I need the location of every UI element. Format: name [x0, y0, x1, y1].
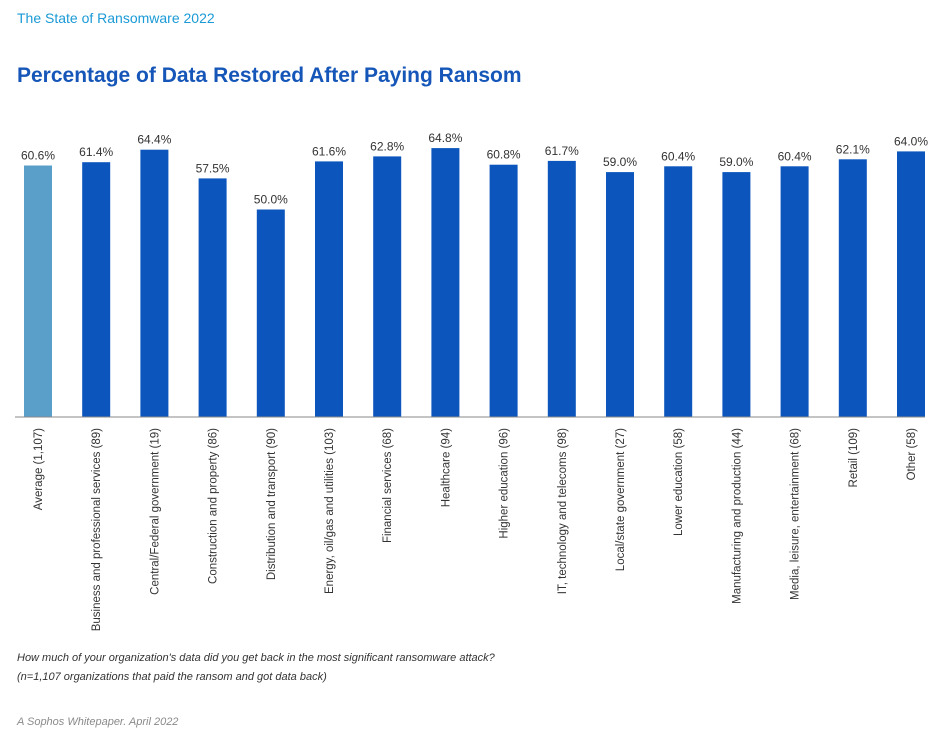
category-label: Average (1,107)	[33, 428, 45, 510]
category-label: IT, technology and telecoms (98)	[557, 428, 569, 594]
bar-9	[547, 160, 576, 417]
value-label: 57.5%	[196, 161, 230, 175]
category-label: Healthcare (94)	[440, 428, 452, 507]
value-label: 60.4%	[778, 149, 812, 163]
value-label: 62.8%	[370, 139, 404, 153]
category-label: Other (58)	[906, 428, 918, 481]
bar-15	[897, 151, 925, 417]
category-label: Energy, oil/gas and utilities (103)	[324, 428, 336, 594]
value-label: 64.8%	[428, 131, 462, 145]
value-label: 60.6%	[21, 149, 55, 163]
category-label: Manufacturing and production (44)	[731, 428, 743, 604]
category-label: Local/state government (27)	[615, 428, 627, 571]
bar-3	[198, 178, 227, 417]
category-label: Media, leisure, entertainment (68)	[790, 428, 802, 600]
bar-6	[373, 156, 402, 417]
bar-14	[838, 159, 867, 418]
bar-5	[315, 161, 343, 417]
bar-2	[140, 149, 169, 417]
value-label: 59.0%	[719, 155, 753, 169]
bar-4	[256, 209, 285, 417]
bars-layer	[24, 148, 925, 418]
category-label: Financial services (68)	[382, 428, 394, 543]
category-label: Business and professional services (89)	[91, 428, 103, 631]
value-labels-layer: 60.6% 61.4% 64.4% 57.5% 50.0% 61.6% 62.8% 64.8%…	[21, 131, 928, 206]
chart-title: Percentage of Data Restored After Paying…	[17, 64, 522, 87]
value-label: 61.6%	[312, 144, 346, 158]
bar-13	[780, 166, 809, 417]
bar-11	[664, 166, 693, 417]
sample-note: (n=1,107 organizations that paid the ran…	[17, 671, 327, 683]
bar-10	[606, 172, 634, 417]
value-label: 64.4%	[137, 133, 171, 147]
value-label: 50.0%	[254, 193, 288, 207]
report-header: The State of Ransomware 2022	[17, 10, 215, 26]
category-label: Lower education (58)	[673, 428, 685, 536]
value-label: 61.4%	[79, 145, 113, 159]
value-label: 62.1%	[836, 142, 870, 156]
category-label: Central/Federal government (19)	[149, 428, 161, 595]
bar-7	[431, 148, 460, 417]
bar-12	[722, 172, 751, 417]
value-label: 60.8%	[487, 148, 521, 162]
value-label: 64.0%	[894, 134, 928, 148]
category-label: Higher education (96)	[499, 428, 511, 539]
value-label: 60.4%	[661, 149, 695, 163]
bar-8	[489, 164, 518, 417]
category-label: Construction and property (86)	[208, 428, 220, 584]
value-label: 61.7%	[545, 144, 579, 158]
value-label: 59.0%	[603, 155, 637, 169]
category-labels-layer: Average (1,107) Business and professional…	[33, 428, 918, 631]
category-label: Distribution and transport (90)	[266, 428, 278, 580]
bar-1	[82, 162, 111, 417]
survey-question: How much of your organization's data did…	[17, 652, 495, 664]
footer-note: A Sophos Whitepaper. April 2022	[17, 716, 179, 728]
category-label: Retail (109)	[848, 428, 860, 488]
bar-average	[24, 165, 52, 417]
